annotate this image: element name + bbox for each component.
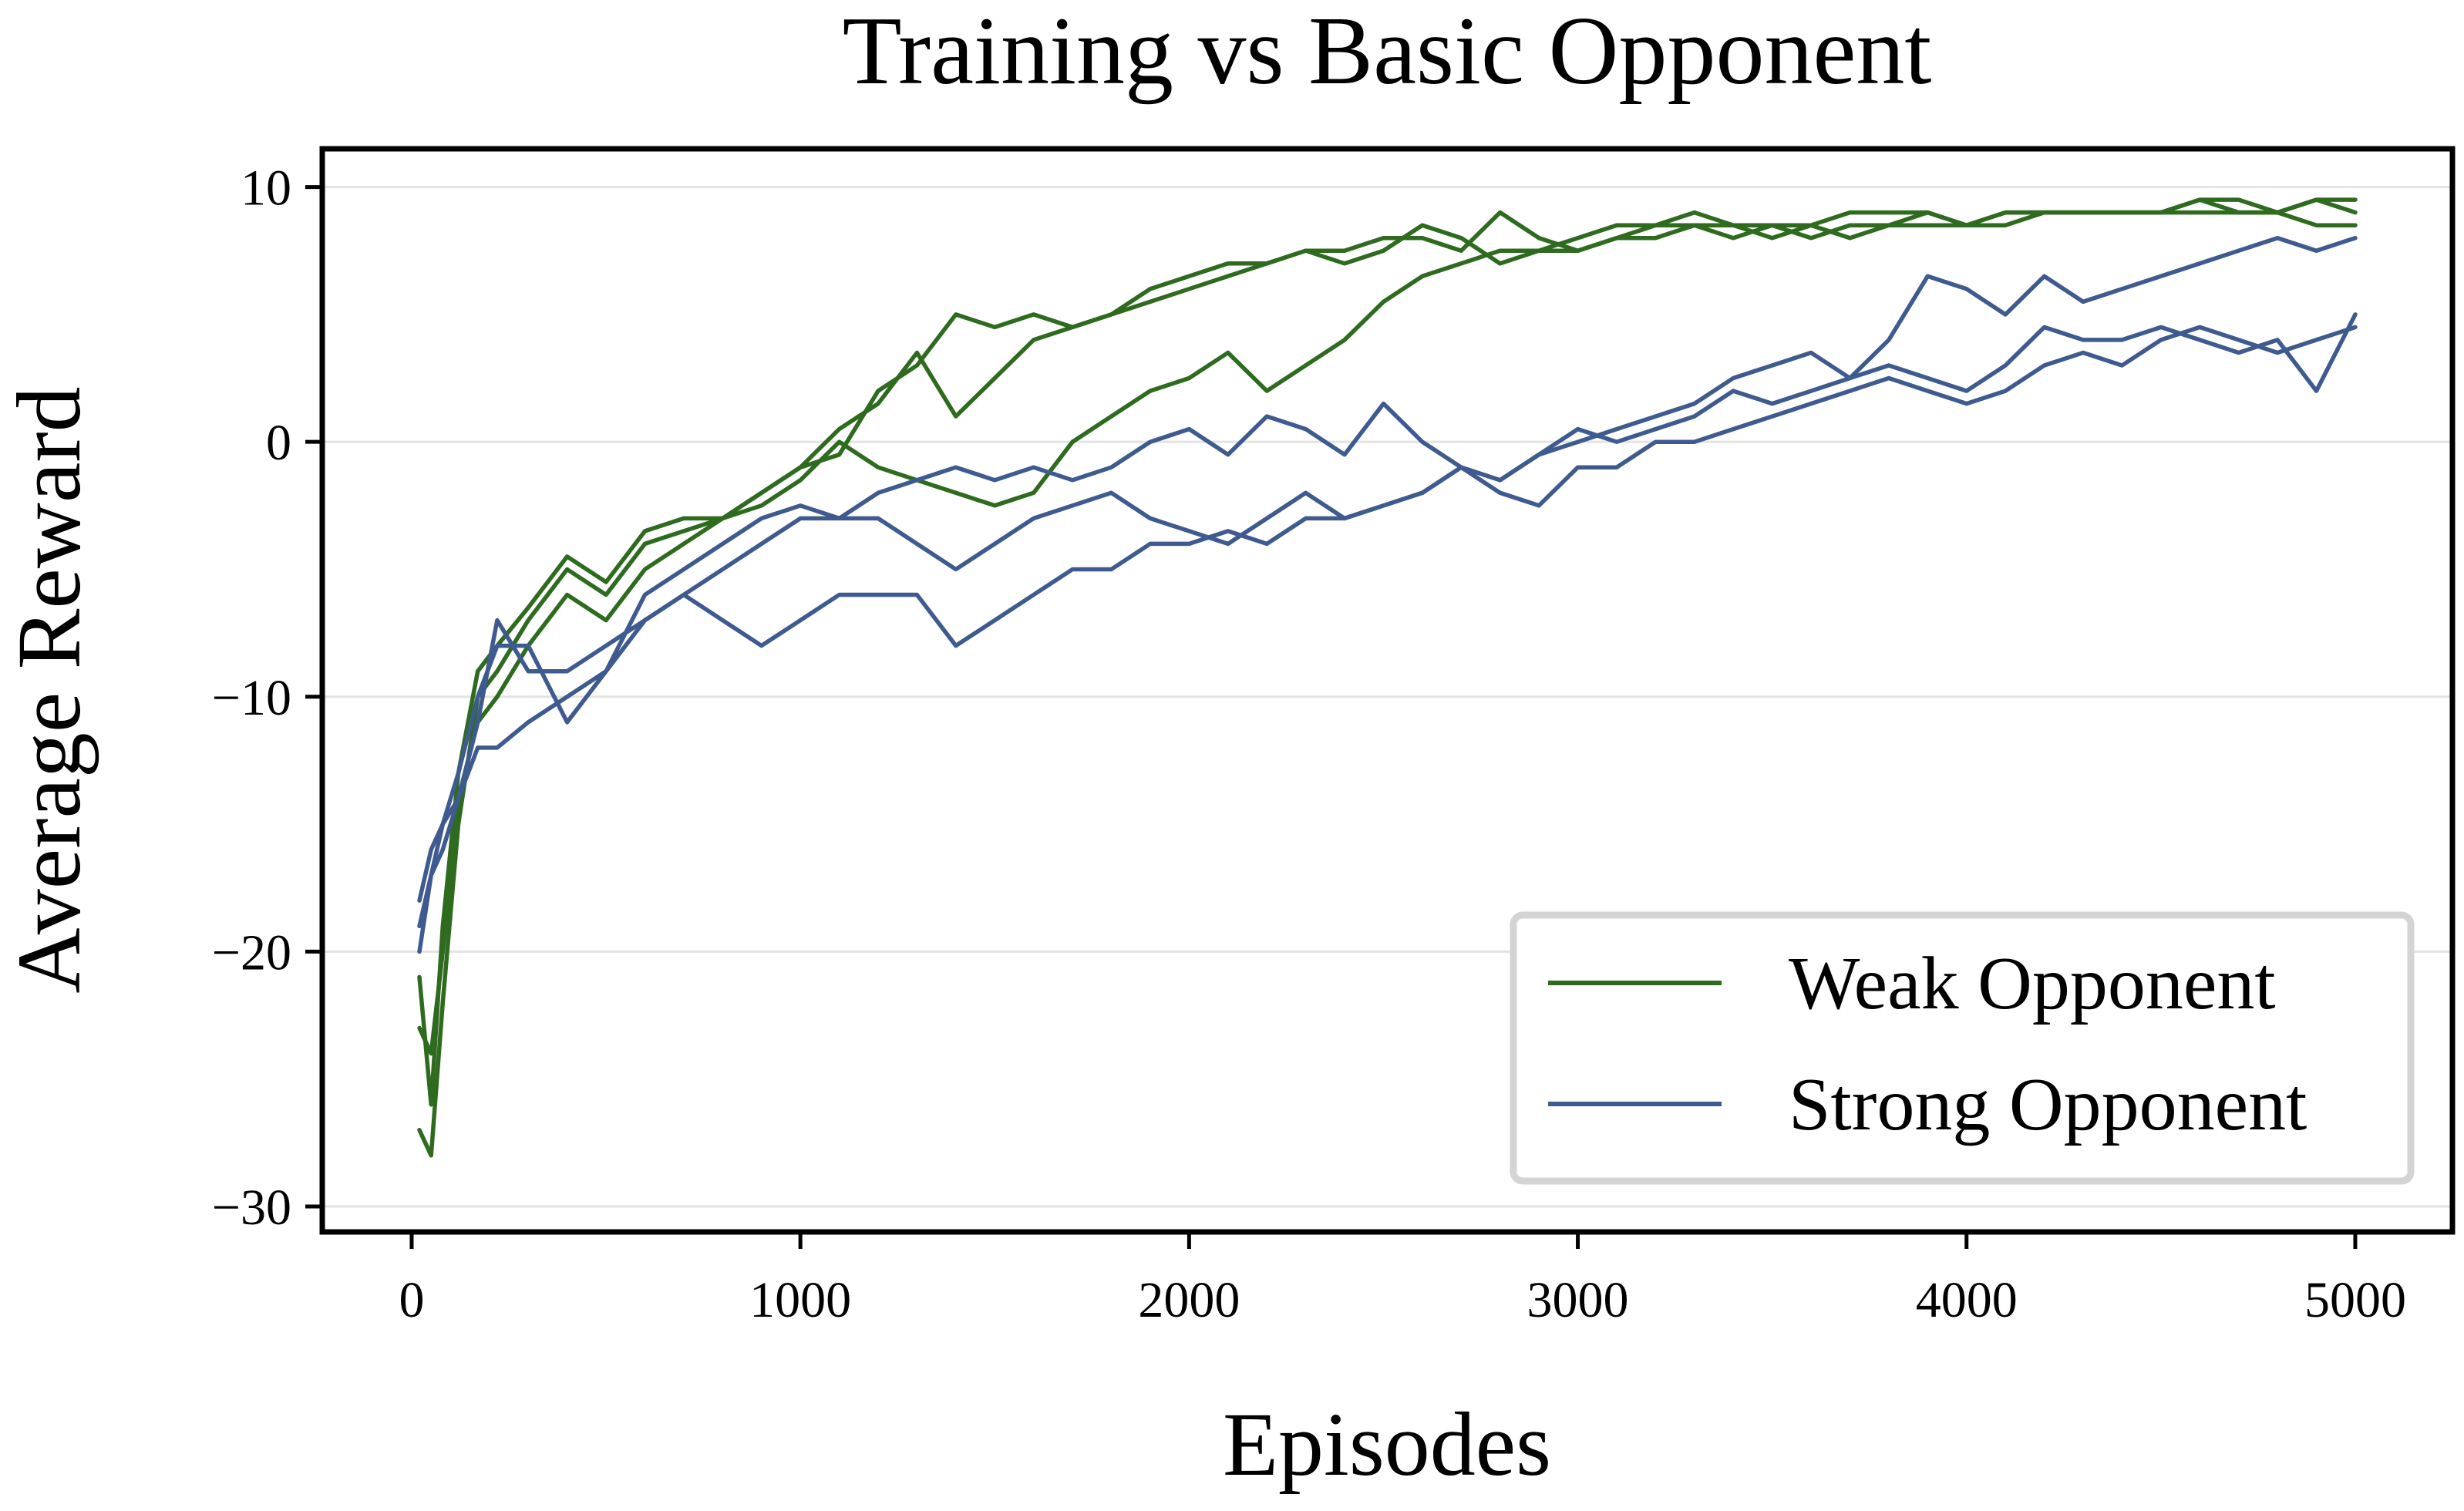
series-lines [417, 197, 2358, 1158]
legend-label-weak: Weak Opponent [1789, 942, 2276, 1025]
y-axis-ticks: 10 0 −10 −20 −30 [212, 160, 322, 1236]
x-tick-label: 5000 [2304, 1272, 2406, 1328]
x-tick-label: 0 [399, 1272, 424, 1328]
y-tick-label: 0 [266, 415, 291, 471]
x-axis-label: Episodes [1223, 1394, 1551, 1495]
y-tick-label: −20 [212, 924, 291, 981]
x-axis-ticks: 0 1000 2000 3000 4000 5000 [399, 1232, 2406, 1328]
y-tick-label: −10 [212, 670, 291, 726]
x-tick-label: 1000 [749, 1272, 851, 1328]
series-line-5 [417, 312, 2358, 903]
series-line-6 [417, 325, 2358, 929]
series-line-3 [417, 197, 2358, 1107]
y-tick-label: 10 [241, 160, 291, 217]
legend-label-strong: Strong Opponent [1789, 1063, 2307, 1146]
legend: Weak Opponent Strong Opponent [1510, 911, 2415, 1185]
x-tick-label: 3000 [1527, 1272, 1629, 1328]
x-tick-label: 4000 [1916, 1272, 2018, 1328]
series-line-2 [417, 197, 2358, 1056]
y-axis-label: Average Reward [0, 386, 99, 993]
y-tick-label: −30 [212, 1180, 291, 1236]
series-line-4 [417, 235, 2358, 954]
chart-title: Training vs Basic Opponent [843, 0, 1932, 105]
legend-box [1510, 911, 2415, 1185]
x-tick-label: 2000 [1138, 1272, 1240, 1328]
plot-frame [319, 146, 2456, 1235]
